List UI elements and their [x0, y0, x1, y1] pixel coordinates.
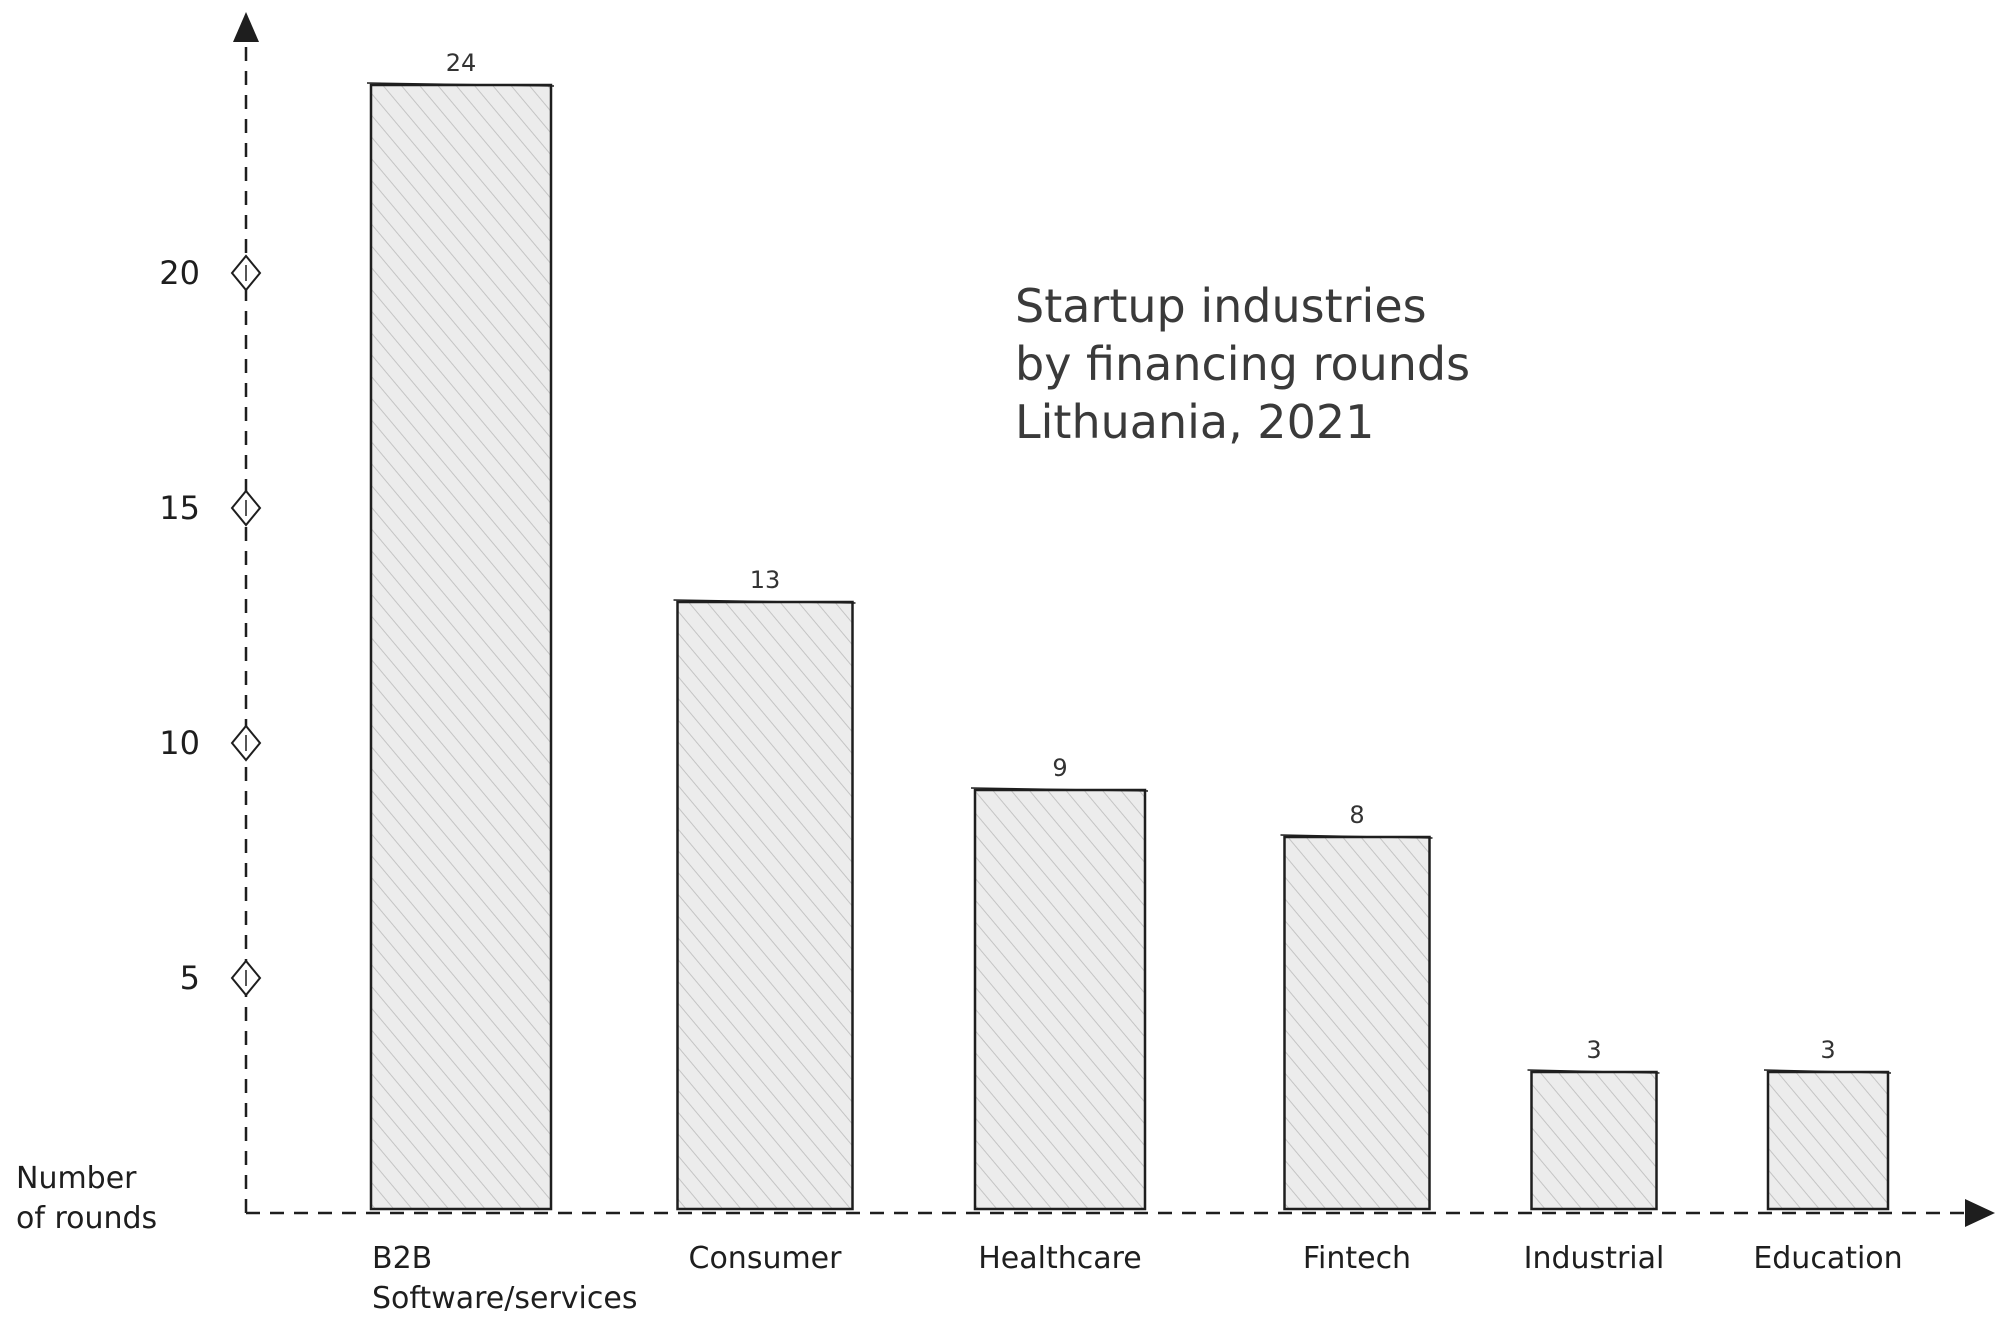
y-axis-label: Number of rounds	[16, 1161, 157, 1236]
x-axis-arrow	[1965, 1199, 1995, 1227]
bar	[369, 83, 553, 1211]
bar-value-label: 8	[1349, 801, 1364, 829]
category-label: Consumer	[689, 1241, 843, 1276]
bar-value-label: 24	[446, 49, 477, 77]
category-label-line: Healthcare	[978, 1241, 1142, 1276]
title-line-2: by financing rounds	[1015, 337, 1470, 391]
bars	[366, 82, 1892, 1211]
category-label-line: Software/services	[372, 1281, 637, 1316]
value-labels: 24 13 9 8 3 3	[446, 49, 1836, 1064]
bar-top-sketch-line	[970, 787, 1149, 792]
bar-value-label: 9	[1052, 754, 1067, 782]
category-label-line: Fintech	[1303, 1241, 1411, 1276]
bar-top-sketch-line	[673, 599, 856, 604]
y-axis-label-line-2: of rounds	[16, 1201, 157, 1236]
bar-value-label: 13	[750, 566, 781, 594]
category-label-line: Consumer	[689, 1241, 843, 1276]
category-label: B2B Software/services	[372, 1241, 637, 1316]
y-axis-arrow	[233, 12, 259, 42]
y-ticks: 5 10 15 20	[159, 254, 262, 997]
y-tick-label: 5	[180, 959, 200, 997]
category-label-line: Education	[1753, 1241, 1902, 1276]
category-label: Fintech	[1303, 1241, 1411, 1276]
bar-top-sketch-line	[1527, 1069, 1660, 1074]
bar-value-label: 3	[1586, 1036, 1601, 1064]
bar	[1530, 1070, 1658, 1211]
bar-top-sketch-line	[1280, 834, 1433, 839]
y-tick-label: 15	[159, 489, 200, 527]
y-tick-label: 10	[159, 724, 200, 762]
bar-top-sketch-line	[366, 82, 555, 87]
category-label-line: Industrial	[1524, 1241, 1665, 1276]
bar-top-sketch-line	[1763, 1069, 1892, 1074]
category-label: Education	[1753, 1241, 1902, 1276]
title-line-1: Startup industries	[1015, 279, 1427, 333]
y-axis-label-line-1: Number	[16, 1161, 137, 1196]
category-labels: B2B Software/services Consumer Healthcare Fi…	[372, 1241, 1903, 1316]
bar	[1283, 835, 1431, 1211]
bar	[676, 600, 854, 1211]
bar-value-label: 3	[1820, 1036, 1835, 1064]
chart-title: Startup industries by financing rounds L…	[1015, 279, 1485, 449]
bar	[973, 788, 1147, 1211]
category-label: Industrial	[1524, 1241, 1665, 1276]
bar	[1766, 1070, 1890, 1211]
category-label-line: B2B	[372, 1241, 432, 1276]
y-tick-label: 20	[159, 254, 200, 292]
title-line-3: Lithuania, 2021	[1015, 395, 1374, 449]
category-label: Healthcare	[978, 1241, 1142, 1276]
